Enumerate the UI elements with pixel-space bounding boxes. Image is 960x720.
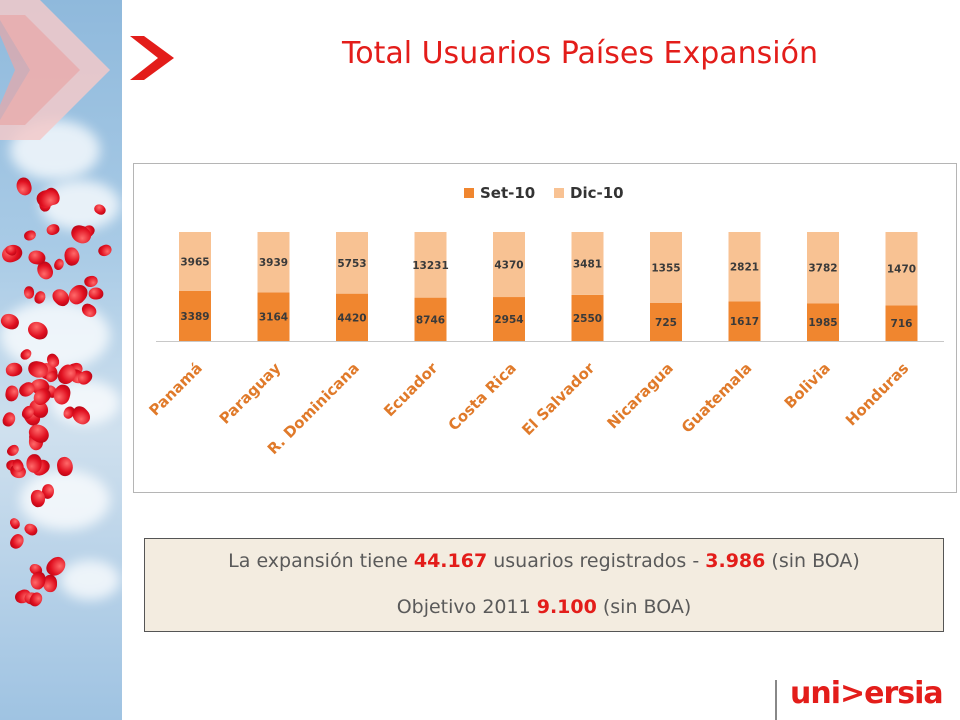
category-label: Bolivia (781, 359, 834, 412)
petal-decoration (14, 175, 34, 198)
bar-dic10 (179, 232, 211, 291)
bar-set10 (571, 294, 604, 341)
summary-text: La expansión tiene (228, 550, 414, 572)
data-label-set10: 1617 (730, 316, 759, 328)
category-label: Paraguay (216, 359, 285, 428)
bar-set10 (493, 297, 525, 341)
petal-decoration (52, 257, 66, 272)
data-label-set10: 725 (655, 317, 677, 329)
data-label-set10: 1985 (808, 317, 837, 329)
data-label-set10: 2954 (494, 314, 523, 326)
bar-set10 (807, 303, 839, 341)
bar-dic10 (728, 232, 761, 302)
bar-set10 (179, 290, 211, 341)
legend-swatch (464, 188, 474, 198)
stacked-bar-chart: Set-10 Dic-10 3389 3965 Panamá 3164 3939 Paragu… (146, 184, 944, 458)
petal-decoration (63, 246, 81, 267)
data-label-set10: 716 (891, 318, 913, 330)
data-label-set10: 2550 (573, 313, 602, 325)
data-label-dic10: 5753 (337, 258, 366, 270)
legend-label: Set-10 (480, 184, 535, 202)
summary-line-users: La expansión tiene 44.167 usuarios regis… (145, 550, 943, 572)
petal-decoration (5, 442, 21, 459)
bar-dic10 (571, 232, 604, 295)
data-label-dic10: 1355 (651, 263, 680, 275)
cloud-decoration (60, 560, 120, 600)
summary-text: (sin BOA) (765, 550, 860, 572)
bar-set10 (257, 292, 290, 341)
bar-set10 (650, 303, 682, 341)
data-label-dic10: 3782 (808, 263, 837, 275)
petal-decoration (23, 286, 35, 299)
petal-decoration (4, 361, 24, 378)
data-label-dic10: 3965 (180, 256, 209, 268)
petal-decoration (0, 410, 18, 429)
data-label-set10: 3164 (259, 312, 288, 324)
data-label-set10: 8746 (416, 314, 445, 326)
bar-dic10 (885, 232, 918, 306)
data-label-dic10: 2821 (730, 262, 759, 274)
data-label-dic10: 1470 (887, 264, 916, 276)
petal-decoration (88, 287, 104, 300)
legend-label: Dic-10 (570, 184, 624, 202)
bar-dic10 (807, 232, 839, 304)
side-photo-decoration (0, 0, 122, 720)
data-label-dic10: 3481 (573, 258, 602, 270)
summary-text: usuarios registrados - (487, 550, 706, 572)
petal-decoration (26, 454, 42, 473)
category-label: Ecuador (380, 359, 442, 421)
petal-decoration (83, 274, 99, 289)
bar-dic10 (493, 232, 525, 298)
bar-set10 (885, 305, 918, 341)
category-label: Guatemala (678, 359, 755, 436)
summary-text: (sin BOA) (596, 596, 692, 618)
summary-line-goal: Objetivo 2011 9.100 (sin BOA) (145, 596, 943, 618)
data-label-set10: 3389 (180, 311, 209, 323)
category-label: Costa Rica (445, 359, 520, 434)
bar-set10 (414, 297, 447, 341)
summary-text: Objetivo 2011 (396, 596, 537, 618)
legend-swatch (554, 188, 564, 198)
bar-dic10 (257, 232, 290, 293)
petal-decoration (8, 516, 22, 531)
bar-set10 (336, 293, 368, 341)
page-title: Total Usuarios Países Expansión (342, 36, 818, 71)
data-label-dic10: 4370 (494, 260, 523, 272)
petal-decoration (22, 229, 38, 242)
category-label: Honduras (842, 359, 912, 429)
category-label: Nicaragua (603, 359, 676, 432)
data-label-dic10: 3939 (259, 257, 288, 269)
chevron-logo-icon (130, 36, 174, 80)
brand-logo: uni>ersia (790, 676, 944, 711)
total-users-value: 44.167 (413, 550, 488, 572)
goal-value: 9.100 (536, 596, 597, 618)
data-label-set10: 4420 (337, 312, 366, 324)
bar-dic10 (336, 232, 368, 294)
bar-set10 (728, 301, 761, 341)
summary-box: La expansión tiene 44.167 usuarios regis… (144, 538, 944, 632)
petal-decoration (96, 243, 114, 258)
category-label: Panamá (146, 359, 206, 419)
logo-divider (775, 680, 777, 720)
petal-decoration (4, 384, 20, 403)
chevron-decoration (0, 0, 110, 140)
category-label: El Salvador (518, 359, 598, 439)
boa-users-value: 3.986 (705, 550, 766, 572)
chart-frame: Set-10 Dic-10 3389 3965 Panamá 3164 3939 Paragu… (133, 163, 957, 493)
petal-decoration (7, 531, 27, 552)
data-label-dic10: 13231 (412, 260, 449, 272)
bar-dic10 (650, 232, 682, 304)
bar-dic10 (414, 232, 447, 298)
